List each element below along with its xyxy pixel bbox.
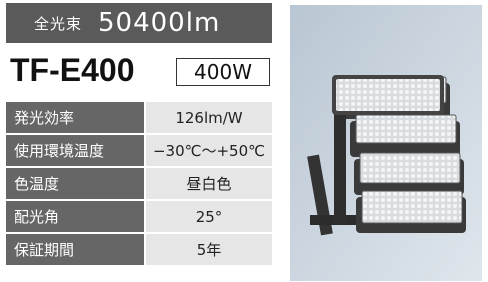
lumen-bar: 全光束 50400lm: [6, 3, 272, 43]
spec-value: 5年: [144, 234, 272, 265]
spec-label: 保証期間: [6, 234, 144, 265]
lumen-value: 50400lm: [98, 8, 220, 38]
spec-row: 使用環境温度−30℃〜+50℃: [6, 135, 272, 166]
spec-row: 色温度昼白色: [6, 168, 272, 199]
wattage: 400W: [176, 58, 270, 86]
lumen-label: 全光束: [34, 13, 82, 34]
product-photo: [290, 5, 482, 281]
spec-card: 全光束 50400lm TF-E400 400W 発光効率126lm/W使用環境…: [0, 0, 488, 282]
spec-value: 25°: [144, 201, 272, 232]
model-name: TF-E400: [10, 52, 134, 89]
spec-label: 色温度: [6, 168, 144, 199]
spec-value: 126lm/W: [144, 102, 272, 133]
spec-value: 昼白色: [144, 168, 272, 199]
spec-label: 使用環境温度: [6, 135, 144, 166]
spec-label: 発光効率: [6, 102, 144, 133]
spec-value: −30℃〜+50℃: [144, 135, 272, 166]
spec-label: 配光角: [6, 201, 144, 232]
